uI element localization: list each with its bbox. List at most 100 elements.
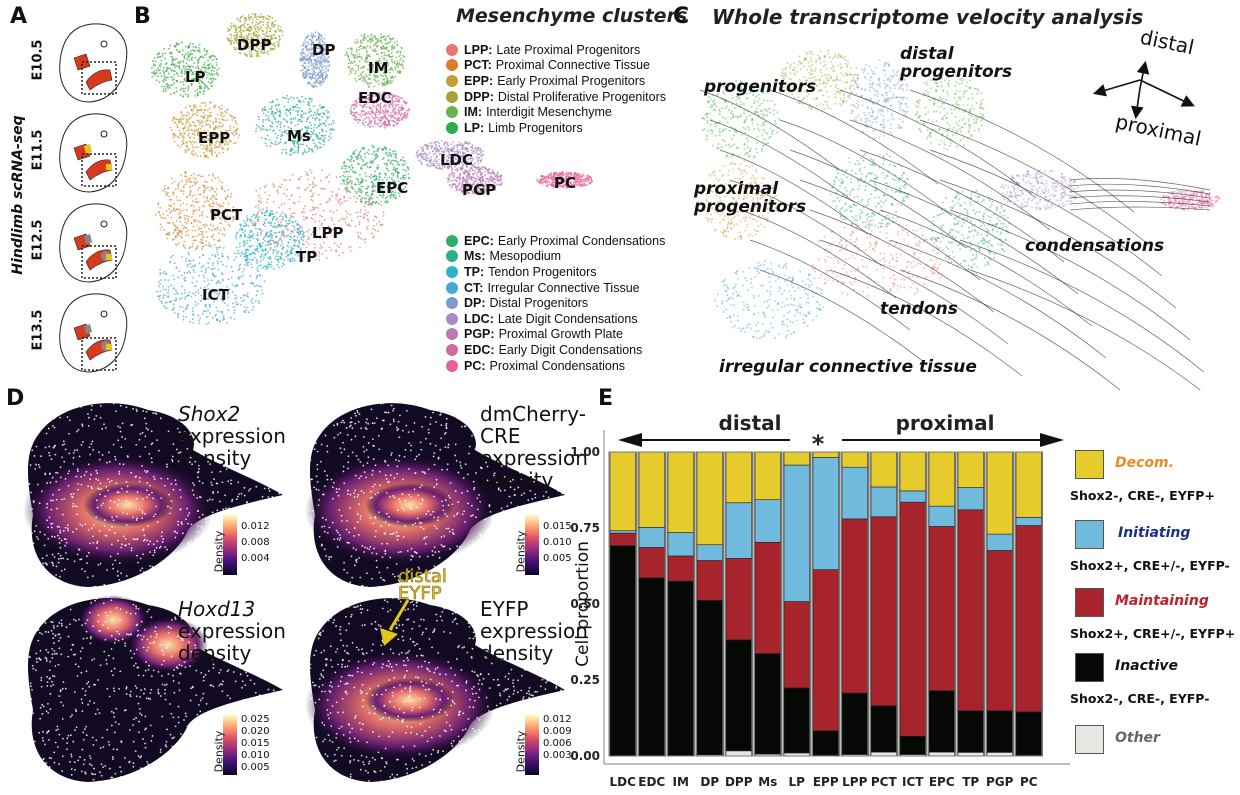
bar-segment-maintaining xyxy=(987,550,1013,710)
legend-dot-icon xyxy=(446,297,458,309)
bar-segment-decom xyxy=(900,452,926,491)
legend-dot-icon xyxy=(446,344,458,356)
bar-edc xyxy=(638,452,666,756)
bar-ldc xyxy=(609,452,637,756)
bar-pc xyxy=(1015,452,1043,756)
legend-dot-icon xyxy=(446,282,458,294)
x-tick-label: DP xyxy=(700,775,719,789)
bar-tp xyxy=(957,452,985,756)
cluster-label-pct: PCT xyxy=(210,206,243,224)
bar-segment-maintaining xyxy=(900,502,926,736)
x-tick-label: LP xyxy=(789,775,806,789)
bar-segment-decom xyxy=(784,452,810,465)
y-axis-label: Cell proportion xyxy=(573,541,593,667)
cluster-label-epp: EPP xyxy=(198,129,230,147)
legend-swatch-inactive xyxy=(1075,653,1104,682)
y-tick-label: 0.75 xyxy=(570,521,600,535)
asterisk: * xyxy=(812,430,825,458)
legend-item: LPP: Late Proximal Progenitors xyxy=(446,42,666,58)
legend-dot-icon xyxy=(446,235,458,247)
bar-segment-inactive xyxy=(755,654,781,755)
colorbar-tick: 0.010 xyxy=(543,537,572,548)
label-progenitors: progenitors xyxy=(704,78,816,96)
colorbar-tick: 0.015 xyxy=(543,521,572,532)
bar-segment-maintaining xyxy=(1016,526,1042,712)
bar-segment-inactive xyxy=(668,581,694,755)
proximal-label: proximal xyxy=(896,411,995,435)
cluster-points-ict xyxy=(156,245,265,325)
bar-ict xyxy=(899,452,927,756)
legend-title: Other xyxy=(1115,730,1160,746)
label-condensations: condensations xyxy=(1025,237,1164,255)
colorbar-tick: 0.006 xyxy=(543,738,572,749)
x-tick-label: PCT xyxy=(871,775,898,789)
bar-epp xyxy=(812,452,840,756)
cluster-points-dp xyxy=(299,31,330,88)
bar-segment-maintaining xyxy=(726,558,752,639)
colorbar-tick: 0.025 xyxy=(241,714,270,725)
x-tick-label: PC xyxy=(1020,775,1038,789)
embryo-icon xyxy=(52,20,132,106)
bar-segment-inactive xyxy=(900,736,926,754)
y-tick-label: 1.00 xyxy=(570,445,600,459)
bar-segment-initiating xyxy=(842,467,868,519)
bar-segment-initiating xyxy=(813,457,839,569)
bar-segment-other xyxy=(871,752,897,756)
bar-segment-inactive xyxy=(987,711,1013,753)
distal-label: distal xyxy=(719,411,782,435)
bar-segment-decom xyxy=(668,452,694,533)
panel-c-letter: C xyxy=(673,4,689,29)
bar-segment-initiating xyxy=(929,506,955,526)
cluster-label-pc: PC xyxy=(554,174,576,192)
x-tick-label: EPC xyxy=(929,775,955,789)
legend-dot-icon xyxy=(446,250,458,262)
cluster-label-ldc: LDC xyxy=(440,151,473,169)
legend-swatch-decom xyxy=(1075,450,1104,479)
bar-dp xyxy=(696,452,724,756)
legend-dot-icon xyxy=(446,75,458,87)
label-irregular-connective-tissue: irregular connective tissue xyxy=(719,358,977,376)
bar-segment-inactive xyxy=(871,706,897,752)
bar-lp xyxy=(783,452,811,756)
bar-segment-decom xyxy=(1016,452,1042,517)
legend-item: Ms: Mesopodium xyxy=(446,249,665,265)
legend-swatch-initiating xyxy=(1075,520,1104,549)
colorbar-tick: 0.003 xyxy=(543,750,572,761)
x-tick-label: TP xyxy=(962,775,979,789)
legend-swatch-maintaining xyxy=(1075,588,1104,617)
colorbar-label: Density xyxy=(514,731,527,773)
bar-segment-decom xyxy=(842,452,868,467)
legend-dot-icon xyxy=(446,44,458,56)
cluster-label-ms: Ms xyxy=(287,127,311,145)
x-tick-label: LDC xyxy=(610,775,637,789)
label-distal-progenitors: distal progenitors xyxy=(900,45,1012,81)
bar-dpp xyxy=(725,452,753,756)
stage-label: E11.5 xyxy=(26,110,50,190)
cluster-label-lp: LP xyxy=(185,68,206,86)
legend-swatch-other xyxy=(1075,725,1104,754)
bar-segment-inactive xyxy=(842,693,868,754)
bar-segment-maintaining xyxy=(755,542,781,653)
legend-title: Inactive xyxy=(1115,658,1178,674)
colorbar-tick: 0.004 xyxy=(241,553,270,564)
x-tick-label: ICT xyxy=(902,775,924,789)
colorbar-tick: 0.005 xyxy=(543,553,572,564)
x-tick-label: EDC xyxy=(638,775,665,789)
colorbar-label: Density xyxy=(514,531,527,573)
legend-item: PGP: Proximal Growth Plate xyxy=(446,327,665,343)
velocity-points xyxy=(915,71,985,150)
colorbar-label: Density xyxy=(212,531,225,573)
legend-subtitle: Shox2-, CRE-, EYFP+ xyxy=(1070,488,1215,503)
legend-item: LP: Limb Progenitors xyxy=(446,120,666,136)
bar-segment-initiating xyxy=(1016,517,1042,525)
legend-item: DPP: Distal Proliferative Progenitors xyxy=(446,89,666,105)
embryo-icon xyxy=(52,110,132,196)
bar-segment-initiating xyxy=(900,491,926,502)
cluster-points-tp xyxy=(235,210,305,271)
bar-segment-initiating xyxy=(784,465,810,601)
bar-pgp xyxy=(986,452,1014,756)
stage-label: E12.5 xyxy=(26,200,50,280)
label-proximal-progenitors: proximal progenitors xyxy=(694,180,806,216)
